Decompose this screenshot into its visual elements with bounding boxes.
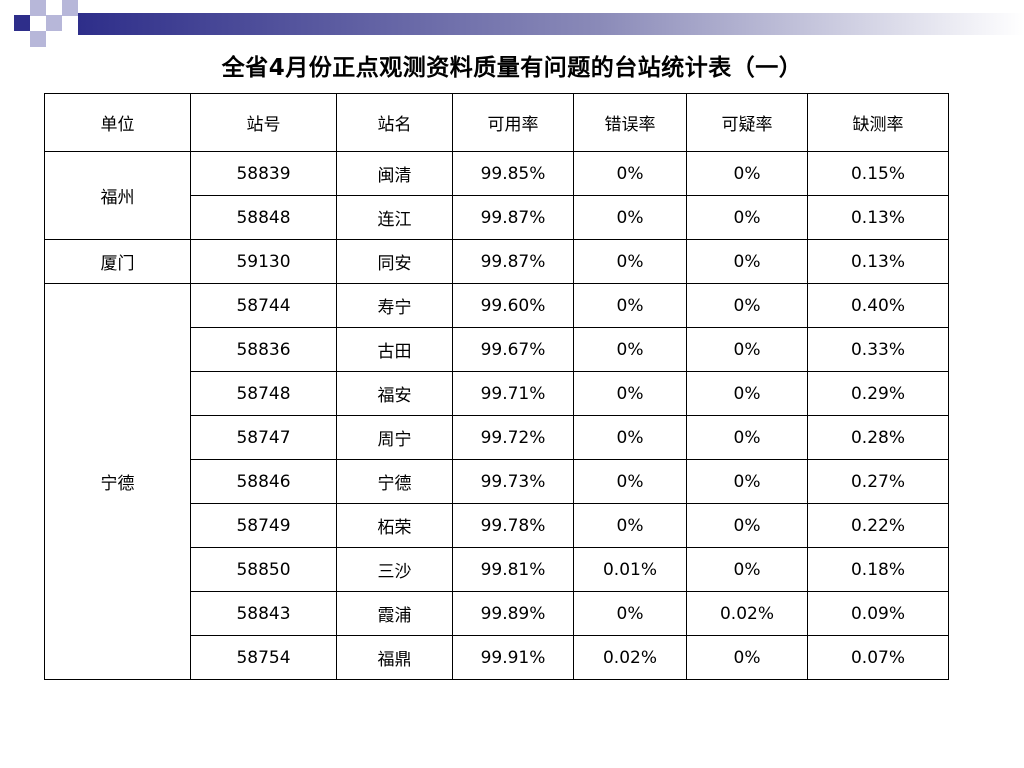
missing-rate-cell: 0.09%: [807, 591, 949, 636]
station-name-cell: 寿宁: [336, 283, 453, 328]
availability-cell: 99.85%: [452, 151, 574, 196]
suspect-rate-cell: 0%: [686, 239, 808, 284]
station-id-cell: 58754: [190, 635, 337, 680]
missing-rate-cell: 0.22%: [807, 503, 949, 548]
suspect-rate-cell: 0%: [686, 503, 808, 548]
table-row: 58754 福鼎 99.91% 0.02% 0% 0.07%: [45, 635, 949, 680]
availability-cell: 99.67%: [452, 327, 574, 372]
decor-square-light: [30, 31, 46, 47]
station-name-cell: 闽清: [336, 151, 453, 196]
station-id-cell: 59130: [190, 239, 337, 284]
availability-cell: 99.87%: [452, 239, 574, 284]
missing-rate-cell: 0.13%: [807, 195, 949, 240]
unit-cell: 宁德: [44, 283, 191, 680]
missing-rate-cell: 0.28%: [807, 415, 949, 460]
availability-cell: 99.89%: [452, 591, 574, 636]
missing-rate-cell: 0.40%: [807, 283, 949, 328]
availability-cell: 99.91%: [452, 635, 574, 680]
decor-square-light: [62, 0, 78, 16]
error-rate-cell: 0%: [573, 503, 687, 548]
unit-cell: 福州: [44, 151, 191, 240]
station-name-cell: 周宁: [336, 415, 453, 460]
missing-rate-cell: 0.27%: [807, 459, 949, 504]
error-rate-cell: 0%: [573, 371, 687, 416]
table-row: 58747 周宁 99.72% 0% 0% 0.28%: [45, 415, 949, 460]
table-row: 厦门 59130 同安 99.87% 0% 0% 0.13%: [44, 239, 949, 284]
missing-rate-cell: 0.13%: [807, 239, 949, 284]
availability-cell: 99.71%: [452, 371, 574, 416]
availability-cell: 99.78%: [452, 503, 574, 548]
station-name-cell: 柘荣: [336, 503, 453, 548]
availability-cell: 99.60%: [452, 283, 574, 328]
suspect-rate-cell: 0%: [686, 371, 808, 416]
suspect-rate-cell: 0%: [686, 283, 808, 328]
station-stats-table: 单位 站号 站名 可用率 错误率 可疑率 缺测率 福州 58839 闽清 99.…: [44, 93, 949, 680]
station-id-cell: 58850: [190, 547, 337, 592]
error-rate-cell: 0.01%: [573, 547, 687, 592]
suspect-rate-cell: 0.02%: [686, 591, 808, 636]
page-title: 全省4月份正点观测资料质量有问题的台站统计表（一）: [221, 55, 803, 81]
suspect-rate-cell: 0%: [686, 547, 808, 592]
availability-cell: 99.81%: [452, 547, 574, 592]
availability-cell: 99.72%: [452, 415, 574, 460]
table-row: 福州 58839 闽清 99.85% 0% 0% 0.15%: [44, 151, 949, 240]
error-rate-cell: 0%: [573, 327, 687, 372]
table-row: 58846 宁德 99.73% 0% 0% 0.27%: [45, 459, 949, 504]
error-rate-cell: 0.02%: [573, 635, 687, 680]
missing-rate-cell: 0.33%: [807, 327, 949, 372]
table-row: 58850 三沙 99.81% 0.01% 0% 0.18%: [45, 547, 949, 592]
missing-rate-cell: 0.29%: [807, 371, 949, 416]
station-name-cell: 连江: [336, 195, 453, 240]
station-name-cell: 霞浦: [336, 591, 453, 636]
decor-square-dark: [14, 15, 30, 31]
missing-rate-cell: 0.07%: [807, 635, 949, 680]
missing-rate-cell: 0.15%: [807, 151, 949, 196]
header-station-name: 站名: [336, 93, 453, 152]
station-name-cell: 三沙: [336, 547, 453, 592]
station-id-cell: 58848: [190, 195, 337, 240]
station-id-cell: 58839: [190, 151, 337, 196]
table-header-row: 单位 站号 站名 可用率 错误率 可疑率 缺测率: [44, 93, 949, 152]
error-rate-cell: 0%: [573, 151, 687, 196]
header-suspect-rate: 可疑率: [686, 93, 808, 152]
station-id-cell: 58843: [190, 591, 337, 636]
station-id-cell: 58846: [190, 459, 337, 504]
error-rate-cell: 0%: [573, 415, 687, 460]
station-name-cell: 宁德: [336, 459, 453, 504]
availability-cell: 99.87%: [452, 195, 574, 240]
header-availability: 可用率: [452, 93, 574, 152]
header-error-rate: 错误率: [573, 93, 687, 152]
station-name-cell: 福安: [336, 371, 453, 416]
slide-decoration: [14, 0, 1024, 47]
header-station-id: 站号: [190, 93, 337, 152]
error-rate-cell: 0%: [573, 283, 687, 328]
suspect-rate-cell: 0%: [686, 327, 808, 372]
decor-square-light: [46, 15, 62, 31]
header-gradient-bar: [78, 13, 1024, 35]
suspect-rate-cell: 0%: [686, 415, 808, 460]
error-rate-cell: 0%: [573, 239, 687, 284]
suspect-rate-cell: 0%: [686, 459, 808, 504]
station-name-cell: 福鼎: [336, 635, 453, 680]
error-rate-cell: 0%: [573, 591, 687, 636]
suspect-rate-cell: 0%: [686, 151, 808, 196]
station-id-cell: 58747: [190, 415, 337, 460]
station-id-cell: 58744: [190, 283, 337, 328]
station-id-cell: 58836: [190, 327, 337, 372]
error-rate-cell: 0%: [573, 459, 687, 504]
availability-cell: 99.73%: [452, 459, 574, 504]
suspect-rate-cell: 0%: [686, 195, 808, 240]
error-rate-cell: 0%: [573, 195, 687, 240]
station-name-cell: 同安: [336, 239, 453, 284]
station-id-cell: 58748: [190, 371, 337, 416]
unit-cell: 厦门: [44, 239, 191, 284]
header-unit: 单位: [44, 93, 191, 152]
decor-square-light: [30, 0, 46, 16]
suspect-rate-cell: 0%: [686, 635, 808, 680]
station-id-cell: 58749: [190, 503, 337, 548]
table-row: 宁德 58744 寿宁 99.60% 0% 0% 0.40%: [44, 283, 949, 680]
station-name-cell: 古田: [336, 327, 453, 372]
header-missing-rate: 缺测率: [807, 93, 949, 152]
missing-rate-cell: 0.18%: [807, 547, 949, 592]
